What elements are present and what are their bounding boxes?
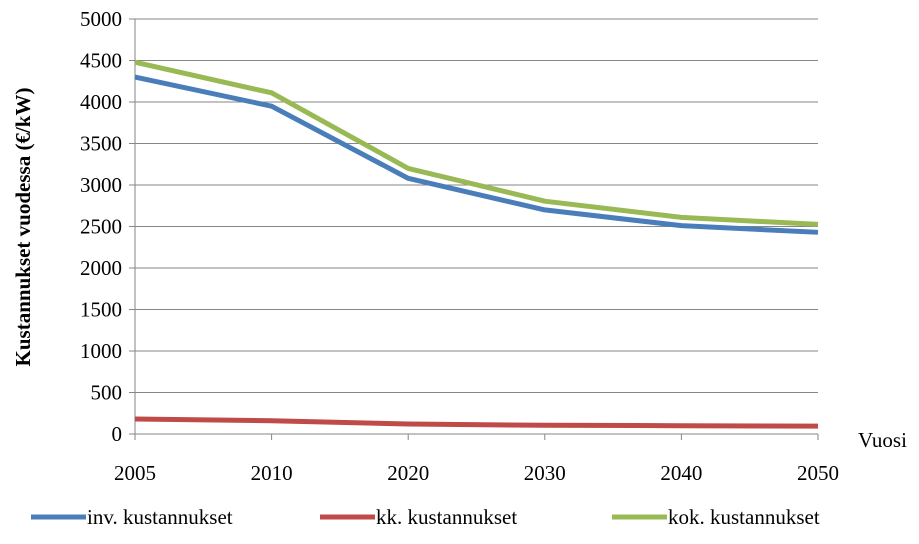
series-line-2 — [135, 419, 818, 426]
y-tick-label: 3000 — [80, 173, 122, 197]
series-lines — [135, 62, 818, 426]
y-tick-label: 2500 — [80, 215, 122, 239]
x-tick-label: 2020 — [387, 461, 429, 485]
legend-label: kk. kustannukset — [376, 505, 517, 529]
legend-item-1: inv. kustannukset — [31, 505, 233, 529]
legend: inv. kustannukset kk. kustannukset kok. ku… — [31, 505, 820, 529]
x-tick-labels: 2005 2010 2020 2030 2040 2050 — [114, 461, 839, 485]
y-tick-label: 3500 — [80, 132, 122, 156]
y-tick-label: 4500 — [80, 49, 122, 73]
y-tick-label: 1500 — [80, 298, 122, 322]
x-tick-label: 2030 — [524, 461, 566, 485]
x-tick-label: 2005 — [114, 461, 156, 485]
y-tick-label: 0 — [112, 422, 123, 446]
x-tick-label: 2010 — [251, 461, 293, 485]
y-axis-label: Kustannukset vuodessa (€/kW) — [11, 88, 35, 367]
gridlines — [135, 19, 818, 393]
x-tick-label: 2050 — [797, 461, 839, 485]
y-tick-label: 2000 — [80, 256, 122, 280]
series-line-1 — [135, 77, 818, 232]
y-tick-label: 5000 — [80, 7, 122, 31]
legend-item-2: kk. kustannukset — [320, 505, 517, 529]
legend-label: kok. kustannukset — [668, 505, 820, 529]
legend-item-3: kok. kustannukset — [612, 505, 820, 529]
x-tick-label: 2040 — [660, 461, 702, 485]
y-tick-label: 500 — [91, 381, 123, 405]
x-axis-label: Vuosi — [858, 428, 907, 452]
y-tick-label: 4000 — [80, 90, 122, 114]
y-tick-labels: 0 500 1000 1500 2000 2500 3000 3500 4000 4500 5000 — [80, 7, 122, 446]
legend-label: inv. kustannukset — [87, 505, 233, 529]
y-tick-label: 1000 — [80, 339, 122, 363]
